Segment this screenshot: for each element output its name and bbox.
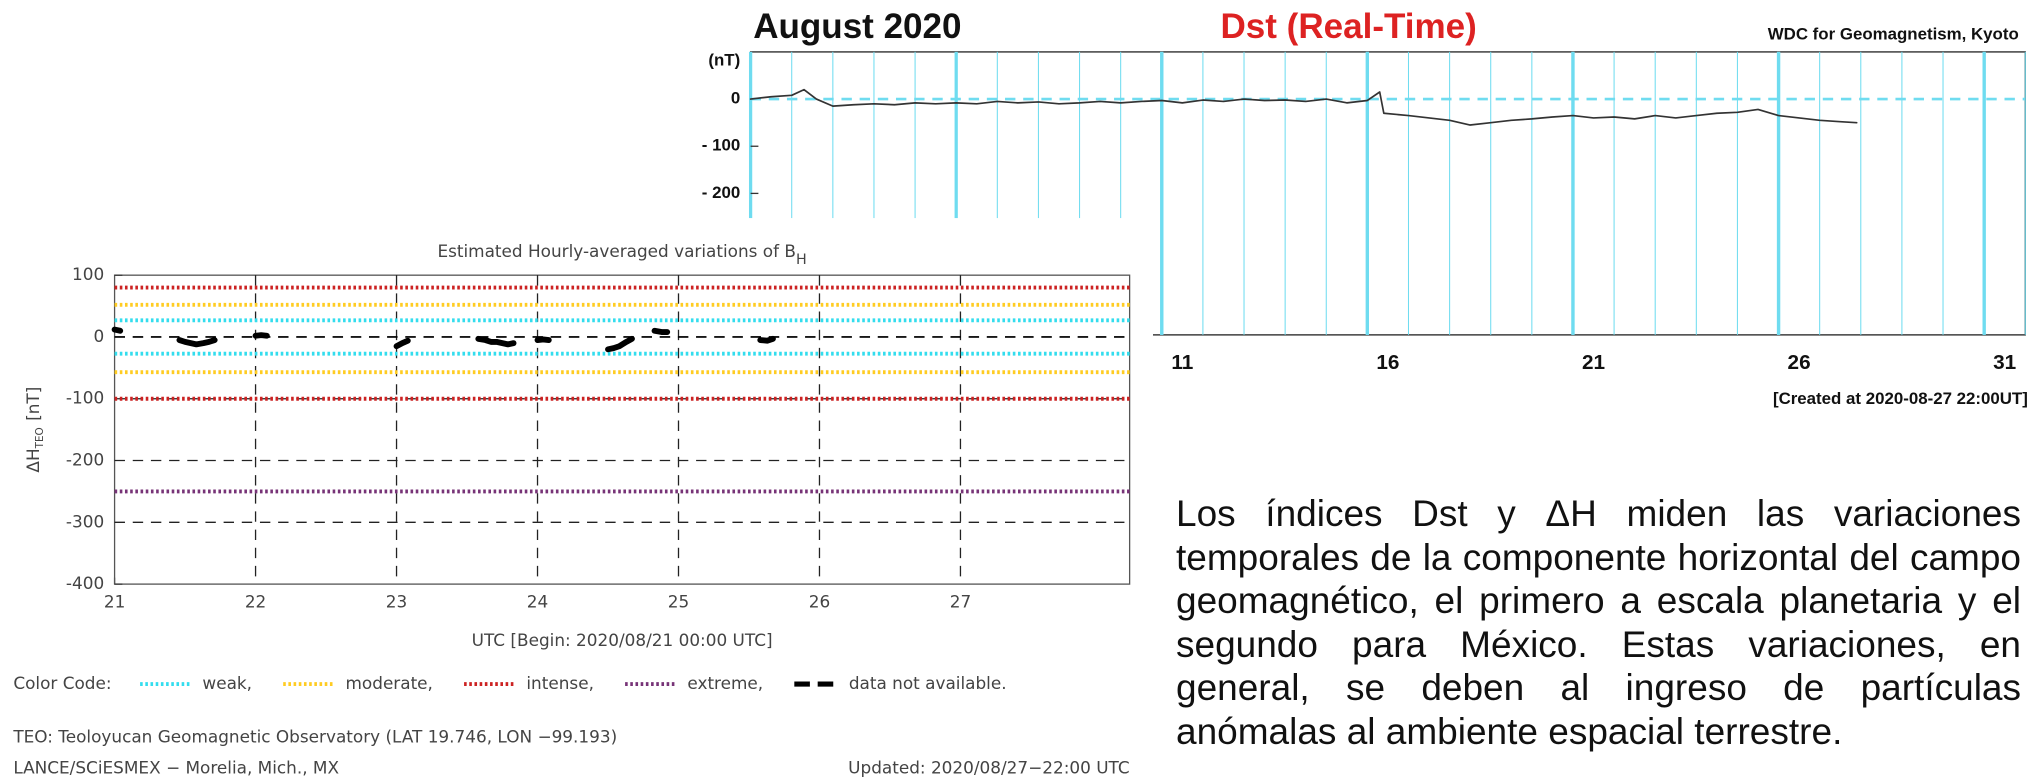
x-tick-label: 27 [950, 591, 971, 611]
legend-label: extreme, [687, 673, 763, 693]
y-axis-label: ΔHTEO [nT] [23, 387, 46, 473]
x-tick-label: 26 [1788, 351, 1811, 374]
y-tick-label: - 100 [702, 136, 740, 155]
legend-label: moderate, [345, 673, 432, 693]
updated: Updated: 2020/08/27−22:00 UTC [848, 757, 1129, 777]
y-label-subscript: TEO [34, 427, 46, 449]
y-tick-label: 100 [72, 264, 104, 284]
y-label-unit: [nT] [23, 387, 43, 421]
x-tick-label: 26 [809, 591, 830, 611]
title-subscript: H [796, 252, 807, 268]
legend-title: Color Code: [13, 673, 111, 693]
y-tick-label: 0 [731, 89, 740, 108]
y-tick-label: -300 [66, 511, 104, 531]
chart-title: August 2020 [753, 7, 961, 46]
x-tick-label: 21 [104, 591, 125, 611]
legend-label: intense, [526, 673, 594, 693]
y-tick-label: - 200 [702, 183, 740, 202]
y-label-main: ΔH [23, 448, 43, 472]
legend-label: weak, [202, 673, 252, 693]
x-tick-label: 24 [527, 591, 548, 611]
x-tick-label: 25 [668, 591, 689, 611]
paragraph: Los índices Dst y ΔH miden las variacion… [1176, 493, 2021, 752]
bh-chart: Estimated Hourly-averaged variations of … [12, 241, 1131, 777]
chart-subtitle: Dst (Real-Time) [1220, 7, 1476, 46]
x-tick-label: 11 [1171, 351, 1193, 374]
source: WDC for Geomagnetism, Kyoto [1768, 24, 2019, 43]
y-tick-label: 0 [93, 326, 104, 346]
y-tick-label: -400 [66, 573, 104, 593]
y-axis-label: (nT) [708, 50, 740, 69]
legend-label: data not available. [849, 673, 1007, 693]
x-tick-label: 21 [1582, 351, 1605, 374]
x-tick-label: 22 [245, 591, 266, 611]
data-line [749, 88, 1858, 126]
x-axis-label: UTC [Begin: 2020/08/21 00:00 UTC] [472, 630, 773, 650]
note: [Created at 2020-08-27 22:00UT] [1773, 389, 2028, 408]
footer-line: TEO: Teoloyucan Geomagnetic Observatory … [12, 726, 617, 746]
x-tick-label: 31 [1993, 351, 2016, 374]
x-tick-label: 23 [386, 591, 407, 611]
footer-line: LANCE/SCiESMEX − Morelia, Mich., MX [13, 757, 339, 777]
y-tick-label: -200 [66, 450, 104, 470]
x-tick-label: 16 [1376, 351, 1399, 374]
y-tick-label: -100 [66, 388, 104, 408]
data-line [111, 326, 776, 353]
